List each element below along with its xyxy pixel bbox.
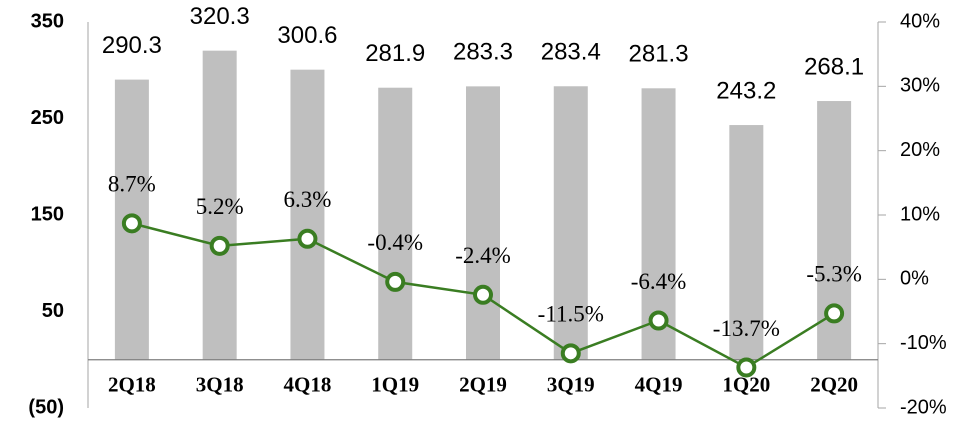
x-tick-label: 3Q18	[196, 373, 244, 397]
bar-value-label: 243.2	[716, 77, 776, 104]
line-marker	[560, 343, 581, 364]
bar-value-label: 290.3	[102, 32, 162, 59]
bar-value-label: 300.6	[277, 22, 337, 49]
bar	[466, 86, 500, 360]
bar	[202, 50, 237, 360]
bar-value-label: 283.4	[541, 39, 601, 66]
x-tick-label: 4Q18	[284, 373, 332, 397]
line-marker	[736, 357, 757, 378]
line-value-label: -11.5%	[538, 302, 604, 327]
y2-tick-label: -20%	[900, 396, 947, 418]
y2-tick-label: 30%	[900, 75, 940, 97]
y-tick-label: (50)	[28, 396, 64, 418]
line-marker	[824, 303, 845, 324]
bar	[553, 86, 588, 360]
y2-tick-label: 20%	[900, 139, 940, 161]
x-tick-label: 1Q19	[371, 373, 419, 397]
y2-tick-label: -10%	[900, 332, 947, 354]
line-value-label: -5.3%	[806, 262, 862, 287]
bar-value-label: 268.1	[804, 53, 864, 80]
x-tick-label: 2Q20	[810, 373, 858, 397]
y-tick-label: 150	[31, 203, 64, 225]
x-tick-label: 2Q19	[459, 373, 507, 397]
line-marker	[648, 310, 669, 331]
y2-tick-label: 0%	[900, 268, 929, 290]
y2-tick-label: 10%	[900, 203, 940, 225]
bar-value-label: 283.3	[453, 39, 513, 66]
line-value-label: 5.2%	[196, 194, 244, 219]
bar-value-label: 281.3	[629, 41, 689, 68]
bar-value-label: 320.3	[190, 3, 250, 30]
line-marker	[121, 213, 142, 234]
line-marker	[473, 284, 493, 305]
bar-value-label: 281.9	[365, 40, 425, 67]
line-value-label: -6.4%	[631, 269, 687, 294]
bar	[290, 69, 325, 360]
y-tick-label: 350	[31, 10, 64, 32]
line-value-label: -2.4%	[455, 243, 511, 268]
x-tick-label: 4Q19	[635, 373, 683, 397]
line-marker	[209, 235, 230, 256]
y-tick-label: 250	[31, 107, 64, 129]
line-value-label: 8.7%	[108, 172, 156, 197]
line-marker	[297, 228, 318, 249]
y-tick-label: 50	[42, 300, 64, 322]
line-value-label: -0.4%	[367, 230, 423, 255]
line-value-label: 6.3%	[283, 187, 331, 212]
line-value-label: -13.7%	[713, 316, 780, 341]
x-tick-label: 3Q19	[547, 373, 595, 397]
bar	[729, 125, 764, 360]
line-marker	[385, 271, 406, 292]
bar	[378, 87, 413, 360]
y2-tick-label: 40%	[900, 10, 940, 32]
x-tick-label: 2Q18	[108, 373, 156, 397]
